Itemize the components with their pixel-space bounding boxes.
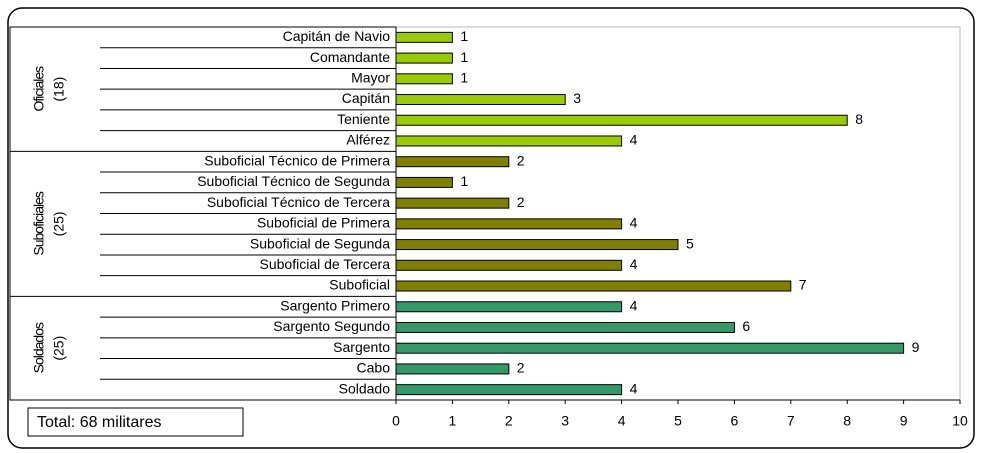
category-label: Comandante [310, 49, 390, 65]
value-label: 5 [686, 235, 694, 251]
category-label: Suboficial Técnico de Segunda [197, 173, 390, 189]
x-tick-label: 2 [505, 413, 513, 429]
x-tick-label: 0 [392, 413, 400, 429]
bar [395, 197, 510, 209]
category-label: Suboficial [329, 277, 390, 293]
category-label: Sargento Segundo [273, 318, 390, 334]
category-label: Cabo [357, 360, 391, 376]
category-label: Capitán de Navio [283, 28, 391, 44]
x-tick-label: 1 [449, 413, 457, 429]
value-label: 1 [460, 49, 468, 65]
bar [395, 94, 566, 106]
bar [395, 363, 510, 375]
x-tick-label: 8 [843, 413, 851, 429]
category-label: Suboficial de Primera [257, 215, 390, 231]
x-tick-label: 7 [787, 413, 795, 429]
group-label: Suboficiales (25) [31, 191, 67, 255]
category-label: Teniente [337, 111, 390, 127]
group-count: (25) [51, 211, 67, 236]
bar [395, 135, 623, 147]
bar [395, 239, 679, 251]
value-label: 2 [517, 152, 525, 168]
category-label: Capitán [342, 90, 390, 106]
category-label: Sargento [333, 339, 390, 355]
category-label: Suboficial Técnico de Primera [204, 152, 390, 168]
group-name: Soldados [31, 322, 47, 373]
bar [395, 301, 623, 313]
bar [395, 259, 623, 271]
bar [395, 218, 623, 230]
group-label: Oficiales (18) [31, 66, 67, 112]
total-box [27, 407, 244, 437]
group-count: (25) [51, 336, 67, 361]
bar [395, 342, 905, 354]
x-tick-label: 4 [618, 413, 626, 429]
category-label: Suboficial Técnico de Tercera [207, 194, 390, 210]
value-label: 4 [630, 297, 638, 313]
x-tick-label: 5 [674, 413, 682, 429]
category-label: Suboficial de Segunda [250, 235, 390, 251]
x-tick-label: 9 [900, 413, 908, 429]
value-label: 3 [573, 90, 581, 106]
value-label: 1 [460, 70, 468, 86]
value-label: 1 [460, 173, 468, 189]
value-label: 4 [630, 132, 638, 148]
category-label: Sargento Primero [280, 297, 390, 313]
value-label: 6 [742, 318, 750, 334]
category-label: Suboficial de Tercera [260, 256, 391, 272]
bar [395, 156, 510, 168]
category-label: Mayor [351, 70, 390, 86]
x-tick-label: 10 [952, 413, 968, 429]
value-label: 2 [517, 360, 525, 376]
bar [395, 114, 848, 126]
group-name: Suboficiales [31, 191, 47, 255]
value-label: 8 [855, 111, 863, 127]
value-label: 9 [912, 339, 920, 355]
value-label: 4 [630, 256, 638, 272]
bar [395, 176, 453, 188]
value-label: 2 [517, 194, 525, 210]
value-label: 4 [630, 215, 638, 231]
group-label: Soldados (25) [31, 322, 67, 373]
x-tick-label: 3 [561, 413, 569, 429]
x-tick-label: 6 [731, 413, 739, 429]
category-label: Soldado [339, 380, 391, 396]
bar [395, 73, 453, 85]
value-label: 1 [460, 28, 468, 44]
bar [395, 384, 623, 396]
total-label: Total: 68 militares [37, 414, 162, 431]
bar [395, 280, 792, 292]
bar [395, 321, 735, 333]
bar [395, 31, 453, 43]
value-label: 4 [630, 380, 638, 396]
group-name: Oficiales [31, 66, 47, 112]
group-count: (18) [51, 77, 67, 102]
value-label: 7 [799, 277, 807, 293]
category-label: Alférez [346, 132, 390, 148]
bar [395, 52, 453, 64]
